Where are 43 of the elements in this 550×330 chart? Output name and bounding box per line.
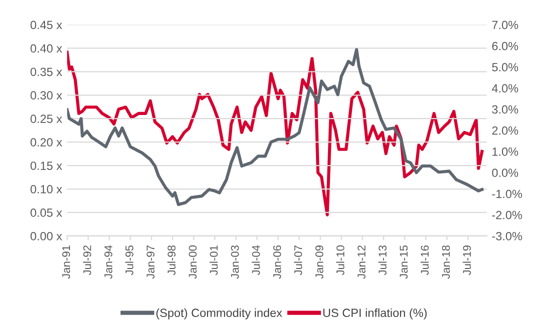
y2-tick-label: -2.0%	[492, 210, 522, 220]
x-tick-label: Jul-19	[462, 246, 471, 276]
x-tick-label: Jan-03	[231, 245, 239, 279]
x-tick-label: Jul-07	[294, 246, 302, 276]
x-tick-label: Jan-94	[104, 245, 112, 279]
x-tick-label: Jan-12	[358, 246, 366, 279]
x-tick-label: Jul-16	[420, 245, 429, 276]
y2-tick-label: 1.0%	[492, 148, 518, 156]
x-tick-label: Jul-98	[167, 245, 176, 276]
y2-tick-label: 3.0%	[492, 105, 518, 114]
y2-tick-label: 2.0%	[492, 126, 518, 135]
y2-tick-label: -1.0%	[492, 190, 522, 198]
y2-tick-label: 7.0%	[492, 20, 518, 30]
x-tick-label: Jul-01	[210, 246, 218, 276]
legend-label: US CPI inflation (%)	[323, 308, 427, 320]
x-tick-label: Jan-09	[315, 246, 324, 279]
y2-tick-label: 4.0%	[492, 84, 518, 93]
legend-label: (Spot) Commodity index	[156, 308, 282, 320]
x-tick-label: Jan-91	[62, 246, 70, 279]
x-tick-label: Jul-10	[336, 245, 344, 276]
y-tick-label: 0.40 x	[30, 44, 62, 53]
y-tick-label: 0.15 x	[30, 162, 62, 170]
y-tick-label: 0.35 x	[30, 68, 62, 76]
y-tick-label: 0.45 x	[30, 20, 62, 30]
x-tick-label: Jan-18	[442, 245, 450, 279]
y-tick-label: 0.10 x	[30, 185, 62, 194]
y-tick-label: 0.00 x	[30, 232, 62, 240]
x-tick-label: Jan-00	[188, 245, 197, 279]
y2-tick-label: 0.0%	[492, 168, 518, 177]
y2-tick-label: 5.0%	[492, 63, 518, 72]
x-tick-label: Jul-92	[82, 246, 92, 276]
y2-tick-label: 6.0%	[492, 42, 518, 50]
y-tick-label: 0.25 x	[30, 114, 62, 124]
x-tick-label: Jul-04	[252, 245, 260, 276]
y-tick-label: 0.20 x	[30, 138, 62, 146]
y2-tick-label: -3.0%	[492, 232, 522, 240]
x-tick-label: Jul-13	[378, 245, 387, 276]
x-tick-label: Jan-06	[273, 245, 282, 279]
x-tick-label: Jan-15	[400, 245, 408, 279]
x-tick-label: Jul-95	[125, 245, 134, 276]
y-tick-label: 0.05 x	[30, 208, 62, 217]
x-tick-label: Jan-97	[146, 246, 154, 279]
y-tick-label: 0.30 x	[30, 91, 62, 100]
